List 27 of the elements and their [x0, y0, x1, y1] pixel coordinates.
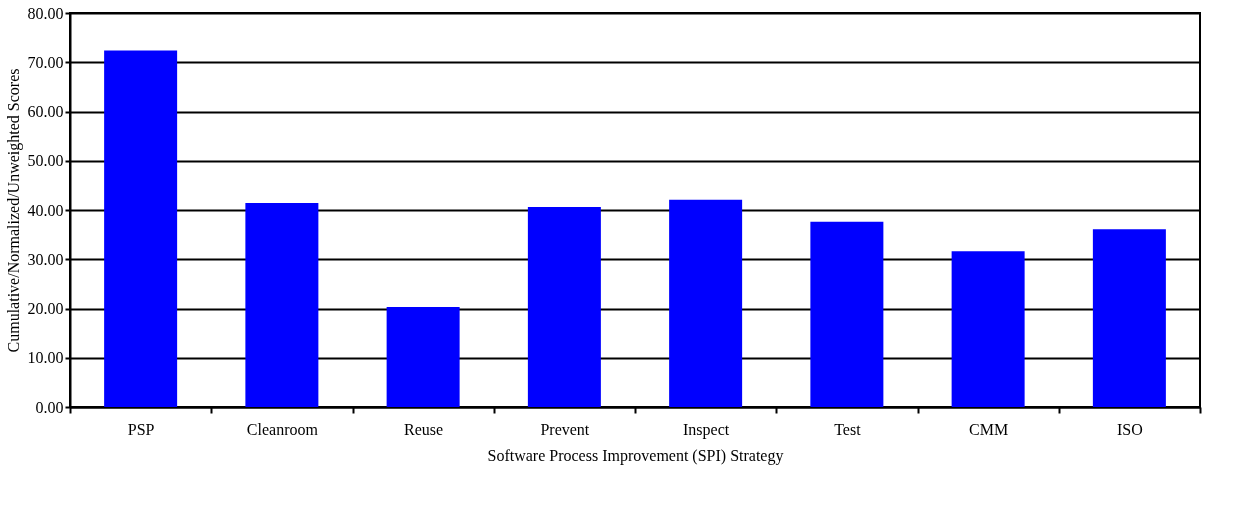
y-tick-label: 30.00: [27, 250, 64, 268]
x-tick-label: PSP: [127, 420, 155, 438]
x-tick-label: Cleanroom: [246, 420, 319, 438]
bar: [810, 221, 884, 407]
y-tick-label: 50.00: [27, 152, 64, 170]
x-tick-label: Inspect: [683, 420, 730, 439]
bar: [1092, 229, 1166, 407]
y-axis-title: Cumulative/Normalized/Unweighted Scores: [4, 68, 23, 353]
y-tick-label: 60.00: [27, 103, 64, 120]
bar: [669, 199, 743, 407]
x-axis-title: Software Process Improvement (SPI) Strategy: [487, 446, 784, 465]
bar: [245, 203, 319, 407]
bar: [527, 207, 601, 407]
x-tick-label: Reuse: [404, 420, 444, 438]
y-tick-label: 40.00: [27, 201, 64, 219]
x-tick-label: ISO: [1116, 420, 1143, 438]
x-tick-label: Prevent: [540, 420, 590, 438]
y-tick-label: 70.00: [27, 53, 64, 71]
bar: [104, 50, 178, 407]
x-tick-label: Test: [834, 420, 862, 438]
y-tick-label: 80.00: [27, 4, 64, 22]
bar: [951, 251, 1025, 407]
y-tick-label: 10.00: [27, 349, 64, 367]
y-tick-label: 0.00: [35, 398, 64, 416]
y-tick-label: 20.00: [27, 300, 64, 317]
x-tick-label: CMM: [969, 420, 1009, 438]
bar: [386, 307, 460, 407]
